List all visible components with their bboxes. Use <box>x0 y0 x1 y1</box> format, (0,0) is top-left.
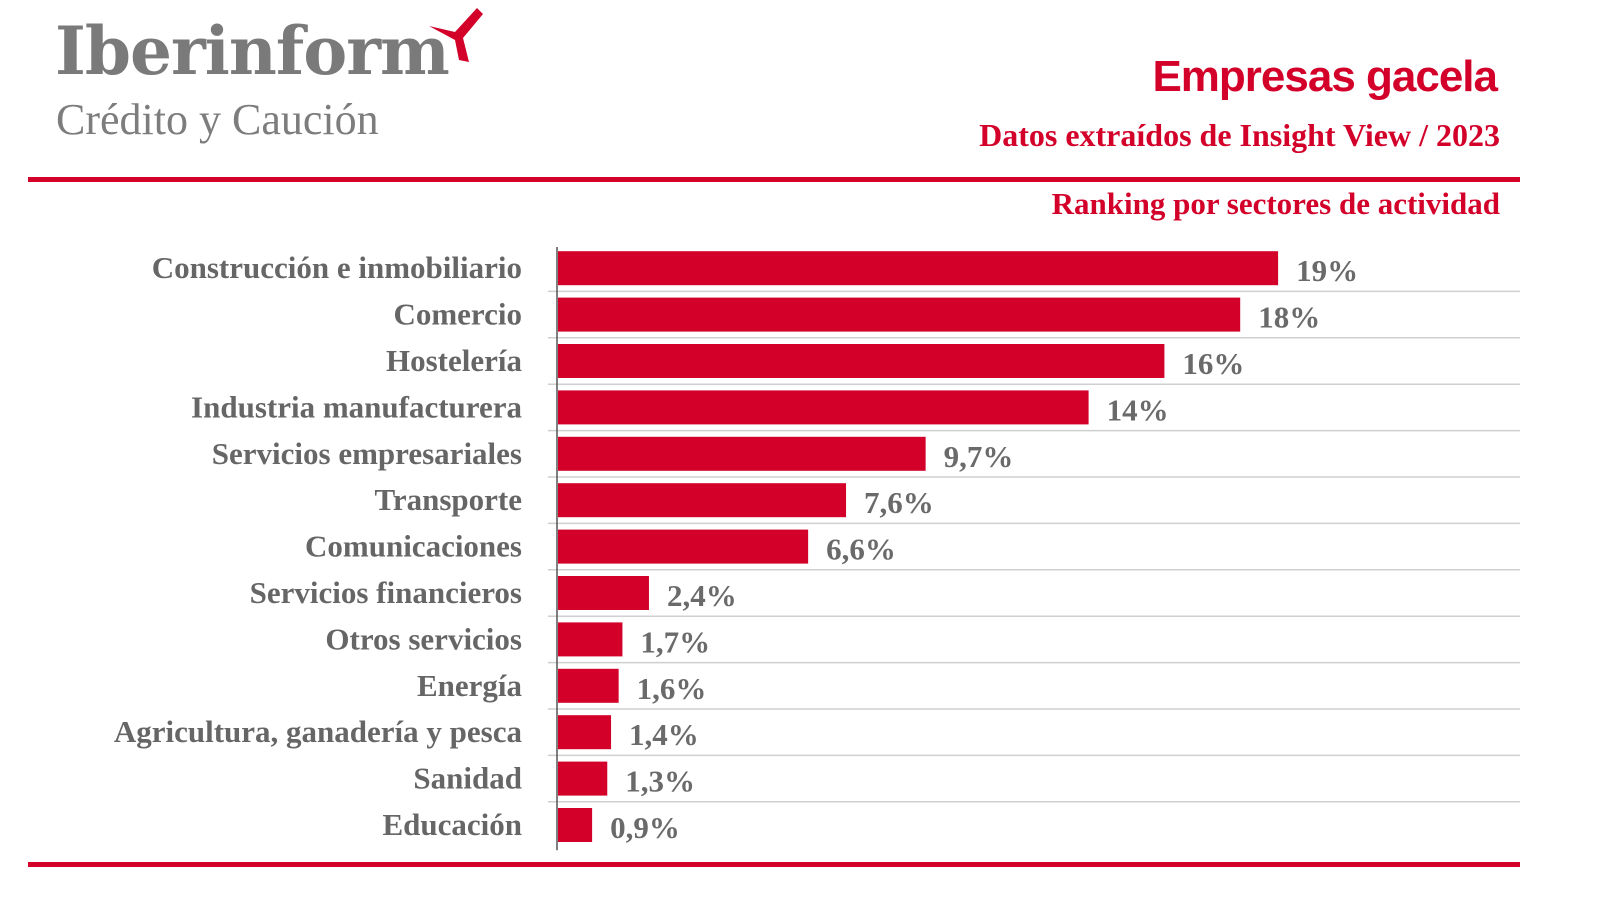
bar <box>558 390 1089 425</box>
bar <box>558 576 649 610</box>
top-divider <box>28 177 1520 182</box>
category-label: Comunicaciones <box>305 529 522 564</box>
value-label: 19% <box>1296 253 1358 288</box>
logo-arrow-icon <box>429 8 483 62</box>
value-label: 0,9% <box>610 810 680 845</box>
category-label: Construcción e inmobiliario <box>152 250 522 285</box>
category-label: Servicios empresariales <box>212 436 522 471</box>
category-label: Hostelería <box>386 343 523 378</box>
value-label: 6,6% <box>826 532 896 567</box>
value-label: 1,3% <box>625 764 695 799</box>
category-label: Transporte <box>374 482 522 517</box>
bar <box>558 622 623 657</box>
value-label: 9,7% <box>944 439 1014 474</box>
bar <box>558 761 608 796</box>
chart-header-title: Empresas gacela <box>1152 52 1498 101</box>
bar <box>558 483 847 518</box>
category-label: Sanidad <box>413 761 522 796</box>
chart-title: Ranking por sectores de actividad <box>1051 186 1500 221</box>
bar <box>558 344 1165 378</box>
bar <box>558 808 593 842</box>
value-label: 7,6% <box>864 485 934 520</box>
value-label: 18% <box>1258 300 1320 335</box>
bar <box>558 715 612 750</box>
logo-wordmark: Iberinform <box>55 12 450 90</box>
value-label: 1,6% <box>637 671 707 706</box>
category-label: Educación <box>382 807 522 842</box>
category-label: Industria manufacturera <box>191 389 522 424</box>
bar <box>558 251 1279 286</box>
category-label: Servicios financieros <box>250 575 522 610</box>
chart-header-subtitle: Datos extraídos de Insight View / 2023 <box>979 117 1500 153</box>
category-label: Otros servicios <box>325 621 522 656</box>
value-label: 14% <box>1107 392 1169 427</box>
bar <box>558 436 926 471</box>
bar <box>558 668 619 703</box>
value-label: 1,4% <box>629 717 699 752</box>
category-label: Agricultura, ganadería y pesca <box>114 714 523 749</box>
value-label: 2,4% <box>667 578 737 613</box>
category-label: Energía <box>417 668 523 703</box>
bottom-divider <box>28 862 1520 867</box>
category-label: Comercio <box>393 297 522 332</box>
value-label: 1,7% <box>640 624 710 659</box>
bar <box>558 529 809 564</box>
logo-tagline: Crédito y Caución <box>56 95 379 144</box>
value-label: 16% <box>1182 346 1244 381</box>
bar <box>558 297 1241 332</box>
